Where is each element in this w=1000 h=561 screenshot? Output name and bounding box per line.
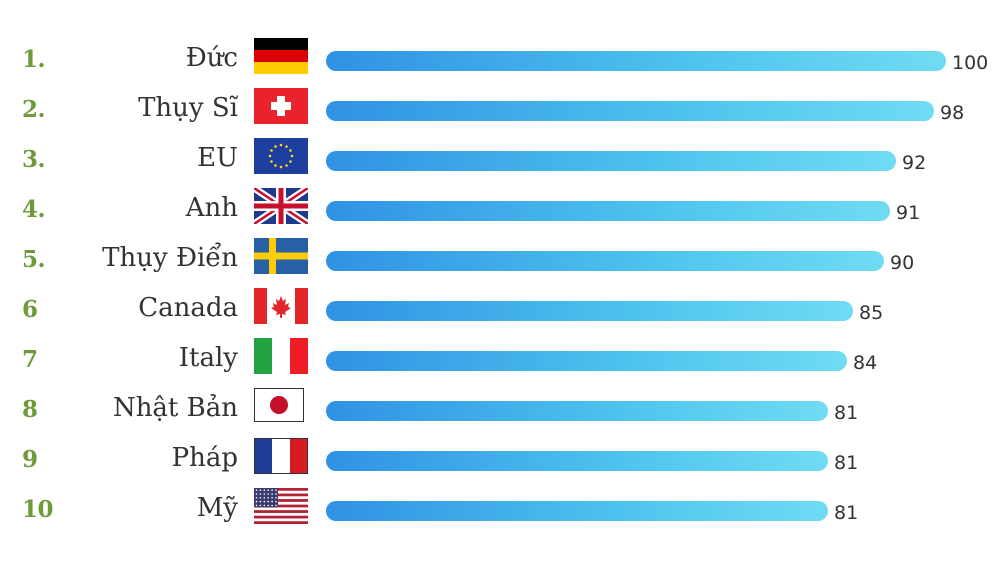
- country-label: Pháp: [171, 443, 238, 473]
- chart-row: 6 Canada 85: [0, 288, 1000, 338]
- germany-flag-icon: [254, 38, 308, 74]
- uk-flag-icon: [254, 188, 308, 224]
- rank-label: 7: [22, 346, 38, 373]
- bar: [326, 51, 946, 71]
- chart-row: 2. Thụy Sĩ 98: [0, 88, 1000, 138]
- value-label: 81: [834, 452, 859, 474]
- eu-flag-icon: [254, 138, 308, 174]
- country-label: Italy: [178, 343, 238, 373]
- value-label: 90: [890, 252, 915, 274]
- rank-label: 3.: [22, 146, 46, 173]
- bar: [326, 351, 847, 371]
- usa-flag-icon: [254, 488, 308, 524]
- bar: [326, 151, 896, 171]
- country-label: Anh: [185, 193, 238, 223]
- chart-row: 8 Nhật Bản 81: [0, 388, 1000, 438]
- value-label: 84: [853, 352, 878, 374]
- switzerland-flag-icon: [254, 88, 308, 124]
- chart-row: 7 Italy 84: [0, 338, 1000, 388]
- rank-label: 1.: [22, 46, 46, 73]
- chart-row: 1. Đức 100: [0, 38, 1000, 88]
- france-flag-icon: [254, 438, 308, 474]
- bar: [326, 401, 828, 421]
- country-label: Đức: [185, 43, 238, 73]
- value-label: 100: [952, 52, 989, 74]
- value-label: 81: [834, 502, 859, 524]
- canada-flag-icon: [254, 288, 308, 324]
- rank-label: 4.: [22, 196, 46, 223]
- chart-row: 9 Pháp 81: [0, 438, 1000, 488]
- value-label: 98: [940, 102, 965, 124]
- bar: [326, 251, 884, 271]
- rank-label: 5.: [22, 246, 46, 273]
- value-label: 92: [902, 152, 927, 174]
- country-label: EU: [197, 143, 238, 173]
- chart-row: 10 Mỹ 81: [0, 488, 1000, 538]
- country-label: Mỹ: [196, 493, 238, 523]
- rank-label: 8: [22, 396, 38, 423]
- chart-row: 5. Thụy Điển 90: [0, 238, 1000, 288]
- rank-label: 10: [22, 496, 54, 523]
- country-label: Canada: [138, 293, 238, 323]
- rank-label: 6: [22, 296, 38, 323]
- value-label: 81: [834, 402, 859, 424]
- bar: [326, 101, 934, 121]
- value-label: 85: [859, 302, 884, 324]
- country-label: Thụy Điển: [102, 243, 238, 273]
- rank-label: 9: [22, 446, 38, 473]
- bar: [326, 501, 828, 521]
- japan-flag-icon: [254, 388, 308, 424]
- country-label: Thụy Sĩ: [138, 93, 238, 123]
- chart-row: 4. Anh 91: [0, 188, 1000, 238]
- rank-label: 2.: [22, 96, 46, 123]
- chart-row: 3. EU 92: [0, 138, 1000, 188]
- bar: [326, 201, 890, 221]
- country-label: Nhật Bản: [112, 393, 238, 423]
- italy-flag-icon: [254, 338, 308, 374]
- sweden-flag-icon: [254, 238, 308, 274]
- value-label: 91: [896, 202, 921, 224]
- bar: [326, 451, 828, 471]
- bar: [326, 301, 853, 321]
